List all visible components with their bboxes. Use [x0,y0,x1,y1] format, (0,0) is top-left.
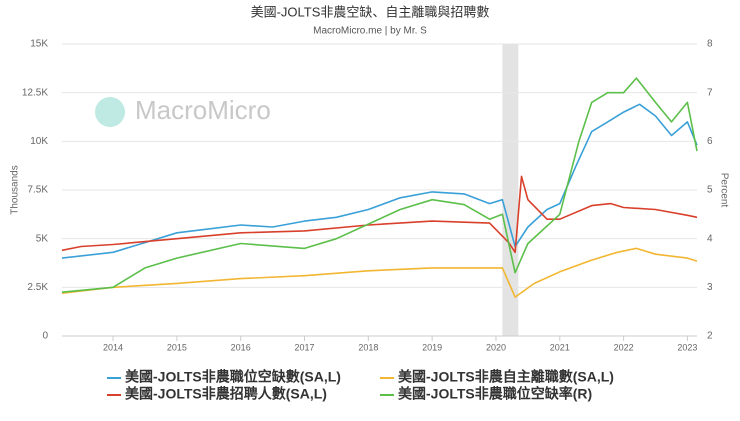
y2-tick-label: 4 [707,233,713,244]
legend-label: 美國-JOLTS非農職位空缺數(SA,L) [125,369,341,385]
y-axis-label: Thousands [10,165,21,214]
y2-tick-label: 2 [707,331,713,342]
x-tick-label: 2021 [550,342,570,352]
series-line [61,247,698,298]
watermark-logo [95,97,125,127]
chart-title: 美國-JOLTS非農空缺、自主離職與招聘數 [251,4,490,19]
x-tick-label: 2018 [358,342,378,352]
y2-tick-label: 5 [707,185,713,196]
y-tick-label: 7.5K [27,185,48,196]
x-tick-label: 2023 [677,342,697,352]
watermark: MacroMicro [135,95,271,125]
series-line [61,103,698,259]
x-tick-label: 2015 [167,342,187,352]
y-tick-label: 2.5K [27,282,48,293]
y-tick-label: 5K [36,233,49,244]
y-tick-label: 0 [42,331,48,342]
x-tick-label: 2016 [231,342,251,352]
y2-tick-label: 3 [707,282,713,293]
y-tick-label: 10K [30,136,48,147]
y-tick-label: 12.5K [22,87,48,98]
series-line [61,175,698,254]
y2-axis-label: Percent [718,173,729,208]
x-tick-label: 2017 [294,342,314,352]
legend-label: 美國-JOLTS非農自主離職數(SA,L) [398,369,614,385]
x-tick-label: 2014 [103,342,123,352]
y-tick-label: 15K [30,39,48,50]
x-tick-label: 2022 [614,342,634,352]
y2-tick-label: 8 [707,39,713,50]
x-tick-label: 2019 [422,342,442,352]
y2-tick-label: 7 [707,87,713,98]
x-tick-label: 2020 [486,342,506,352]
legend-label: 美國-JOLTS非農招聘人數(SA,L) [125,386,327,402]
series-line [61,77,698,293]
chart-subtitle: MacroMicro.me | by Mr. S [313,26,427,37]
legend-label: 美國-JOLTS非農職位空缺率(R) [398,386,592,402]
y2-tick-label: 6 [707,136,713,147]
